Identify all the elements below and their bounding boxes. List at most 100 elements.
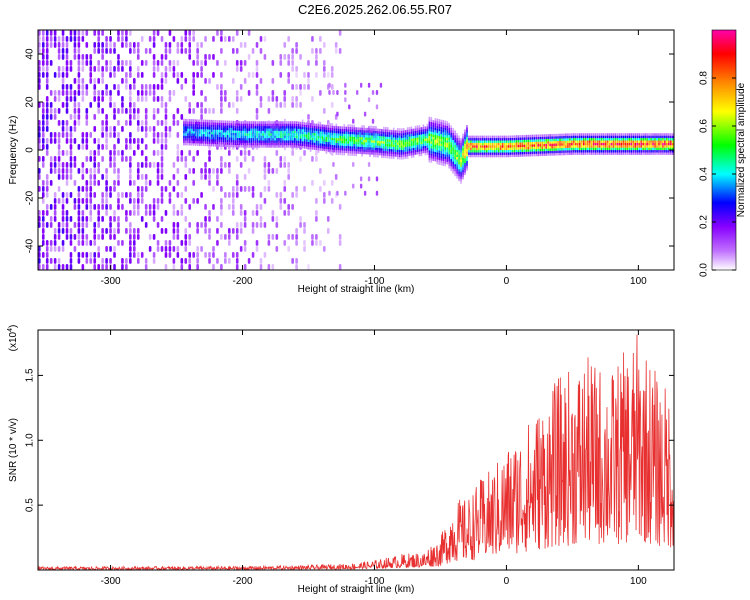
spectrogram-cell bbox=[509, 147, 512, 150]
spectrogram-cell bbox=[152, 72, 156, 78]
spectrogram-cell bbox=[462, 176, 464, 180]
spectrogram-cell bbox=[184, 30, 188, 36]
spectrogram-cell bbox=[330, 66, 334, 72]
spectrogram-cell bbox=[228, 162, 231, 168]
spectrogram-cell bbox=[428, 140, 431, 144]
spectrogram-cell bbox=[251, 210, 255, 216]
spectrogram-cell bbox=[598, 135, 601, 139]
spectrogram-cell bbox=[197, 131, 199, 134]
spectrogram-cell bbox=[250, 140, 253, 143]
spectrogram-cell bbox=[343, 143, 346, 146]
spectrogram-cell bbox=[537, 141, 540, 145]
spectrogram-cell bbox=[279, 156, 283, 162]
spectrogram-cell bbox=[168, 252, 172, 258]
spectrogram-cell bbox=[144, 186, 148, 192]
spectrogram-cell bbox=[329, 149, 332, 152]
spectrogram-cell bbox=[426, 138, 429, 141]
spectrogram-cell bbox=[448, 122, 450, 126]
spectrogram-cell bbox=[658, 152, 660, 155]
spectrogram-cell bbox=[359, 82, 363, 88]
spectrogram-cell bbox=[315, 138, 318, 141]
spectrogram-cell bbox=[521, 154, 524, 157]
spectrogram-cell bbox=[321, 126, 324, 130]
spectrogram-cell bbox=[485, 152, 488, 155]
spectrogram-cell bbox=[255, 108, 259, 114]
spectrogram-cell bbox=[335, 145, 338, 148]
spectrogram-cell bbox=[235, 234, 239, 240]
spectrogram-cell bbox=[377, 131, 379, 134]
spectrogram-cell bbox=[474, 150, 476, 153]
spectrogram-cell bbox=[61, 120, 65, 126]
spectrogram-cell bbox=[371, 118, 375, 124]
spectrogram-cell bbox=[212, 186, 215, 192]
spectrogram-cell bbox=[452, 151, 454, 155]
spectrogram-cell bbox=[252, 126, 255, 129]
spectrogram-cell bbox=[38, 36, 41, 42]
spectrogram-cell bbox=[446, 123, 448, 126]
spectrogram-cell bbox=[255, 66, 259, 72]
spectrogram-cell bbox=[57, 36, 61, 42]
spectrogram-cell bbox=[624, 135, 627, 139]
spectrogram-cell bbox=[220, 108, 223, 114]
spectrogram-cell bbox=[45, 222, 49, 228]
spectrogram-cell bbox=[73, 102, 77, 108]
spectrogram-cell bbox=[41, 156, 45, 162]
spectrogram-cell bbox=[644, 145, 646, 148]
spectrogram-cell bbox=[264, 142, 266, 146]
spectrogram-cell bbox=[243, 240, 247, 246]
spectrogram-cell bbox=[335, 147, 338, 151]
spectrogram-cell bbox=[563, 147, 565, 151]
spectrogram-cell bbox=[664, 147, 666, 151]
spectrogram-cell bbox=[210, 124, 213, 128]
spectrogram-cell bbox=[136, 66, 140, 72]
spectrogram-cell bbox=[117, 228, 120, 234]
spectrogram-cell bbox=[505, 150, 508, 153]
spectrogram-cell bbox=[276, 138, 278, 141]
spectrogram-cell bbox=[282, 135, 284, 139]
spectrogram-cell bbox=[140, 72, 144, 78]
spectrogram-cell bbox=[626, 152, 629, 155]
spectrogram-cell bbox=[200, 119, 203, 123]
spectrogram-cell bbox=[458, 161, 460, 165]
spectrogram-cell bbox=[268, 130, 270, 134]
spectrogram-cell bbox=[515, 147, 518, 150]
spectrogram-cell bbox=[323, 139, 326, 142]
spectrogram-cell bbox=[156, 162, 160, 168]
spectrogram-cell bbox=[388, 148, 391, 152]
spectrogram-cell bbox=[632, 152, 635, 155]
spectrogram-cell bbox=[49, 216, 53, 222]
spectrogram-cell bbox=[293, 145, 296, 148]
spectrogram-cell bbox=[418, 137, 421, 140]
spectrogram-cell bbox=[198, 136, 201, 139]
spectrogram-cell bbox=[577, 140, 579, 143]
spectrogram-cell bbox=[367, 147, 369, 150]
spectrogram-cell bbox=[287, 174, 290, 180]
spectrogram-cell bbox=[444, 156, 447, 160]
spectrogram-cell bbox=[373, 137, 375, 141]
spectrogram-cell bbox=[315, 140, 318, 143]
spectrogram-cell bbox=[351, 139, 353, 142]
spectrogram-cell bbox=[226, 122, 229, 126]
spectrogram-cell bbox=[390, 134, 393, 138]
spectrogram-cell bbox=[305, 139, 308, 142]
spectrogram-cell bbox=[388, 156, 391, 159]
spectrogram-cell bbox=[519, 154, 522, 157]
spectrogram-cell bbox=[160, 36, 164, 42]
spectrogram-cell bbox=[230, 142, 233, 145]
spectrogram-cell bbox=[440, 158, 443, 161]
spectrogram-cell bbox=[485, 154, 488, 158]
spectrogram-cell bbox=[198, 133, 201, 137]
spectrogram-cell bbox=[188, 240, 192, 246]
spectrogram-cell bbox=[299, 156, 302, 162]
spectrogram-cell bbox=[632, 135, 635, 139]
spectrogram-cell bbox=[379, 136, 381, 139]
spectrogram-cell bbox=[230, 125, 233, 129]
spectrogram-cell bbox=[69, 30, 73, 36]
spectrogram-cell bbox=[212, 54, 215, 60]
spectrogram-cell bbox=[394, 142, 397, 145]
spectrogram-cell bbox=[140, 192, 144, 198]
spectrogram-cell bbox=[93, 192, 97, 198]
spectrogram-cell bbox=[375, 126, 377, 129]
spectrogram-cell bbox=[549, 146, 551, 149]
spectrogram-cell bbox=[191, 135, 193, 139]
